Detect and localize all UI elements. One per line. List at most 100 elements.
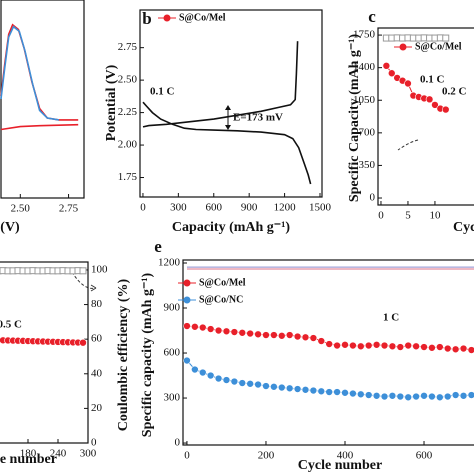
legend-label: S@Co/Mel: [199, 277, 246, 288]
point: [420, 343, 428, 351]
point: [191, 365, 199, 374]
point: [214, 326, 223, 335]
point: [262, 331, 270, 339]
y-tick-label: 2.50: [118, 74, 138, 86]
legend-label: S@Co/NC: [199, 294, 243, 305]
annotation: 0.2 C: [442, 86, 467, 98]
y2-tick-label: 60: [91, 333, 103, 345]
y-tick-label: 1050: [353, 94, 376, 106]
point: [333, 388, 341, 396]
point: [404, 341, 413, 350]
series-line: [0, 25, 60, 121]
y2-tick-label: 0: [91, 437, 97, 449]
point: [442, 34, 450, 42]
x-tick-label: 300: [170, 202, 187, 214]
point: [443, 392, 452, 401]
point: [285, 384, 294, 393]
x-tick-label: 300: [80, 448, 97, 460]
x-tick-label: 400: [337, 450, 354, 462]
x-tick-label: 0: [378, 210, 384, 222]
annotation: 0.1 C: [420, 74, 445, 86]
point: [325, 388, 333, 396]
legend-marker: [183, 279, 191, 287]
point: [230, 377, 239, 386]
series-line: [0, 123, 79, 131]
point: [206, 325, 215, 333]
point: [380, 392, 389, 401]
x-axis-label: Cycle number: [0, 452, 57, 467]
point: [396, 392, 405, 401]
y-axis-label: Specific capacity (mAh g⁻¹): [140, 272, 155, 437]
y-tick-label: 350: [359, 159, 376, 171]
legend-label: S@Co/Mel: [179, 12, 226, 23]
point: [333, 341, 341, 350]
y-tick-label: 1.75: [118, 171, 138, 183]
point: [412, 342, 420, 351]
y-tick-label: 0: [370, 192, 376, 204]
point: [382, 62, 391, 70]
point: [425, 95, 434, 104]
x-axis-label: (V): [0, 220, 20, 235]
e-arrowheads: [225, 105, 231, 130]
point: [441, 105, 450, 114]
series-line: [142, 101, 312, 185]
point: [420, 391, 428, 400]
point: [301, 333, 310, 342]
point: [222, 327, 231, 336]
x-tick-label: 240: [50, 448, 67, 460]
point: [309, 334, 318, 342]
point: [79, 267, 87, 275]
y-tick-label: 2.25: [118, 106, 138, 118]
annotation: 0.5 C: [0, 319, 22, 331]
legend-marker: [399, 43, 407, 51]
y-tick-label: 1200: [158, 257, 181, 269]
point: [293, 332, 302, 341]
legend-marker: [163, 14, 171, 22]
x-tick-label: 0: [184, 450, 190, 462]
x-tick-label: 10: [429, 210, 441, 222]
y2-tick-label: 20: [91, 402, 103, 414]
x-tick-label: 900: [241, 202, 258, 214]
point: [341, 388, 349, 397]
point: [317, 337, 326, 345]
plot-frame: [0, 0, 85, 199]
x-tick-label: 2.75: [59, 203, 79, 215]
x-tick-label: 180: [20, 448, 37, 460]
point: [388, 391, 397, 400]
y-tick-label: 2.75: [118, 41, 138, 53]
y2-tick-label: 40: [91, 367, 103, 379]
y-tick-label: 600: [164, 347, 181, 359]
x-tick-label: 1500: [309, 202, 332, 214]
y-tick-label: 900: [164, 302, 181, 314]
panel-label: e: [154, 237, 162, 256]
y-tick-label: 1750: [353, 29, 376, 41]
point: [404, 79, 412, 88]
point: [277, 331, 286, 340]
panel-label: b: [142, 9, 151, 28]
point: [301, 385, 310, 394]
point: [396, 343, 405, 351]
point: [387, 69, 396, 78]
point: [380, 341, 389, 350]
point: [277, 383, 286, 392]
y-tick-label: 700: [359, 126, 376, 138]
y2-axis-label: Coulombic efficiency (%): [116, 278, 131, 431]
x-tick-label: 200: [258, 450, 275, 462]
point: [230, 328, 239, 336]
x-tick-label: 0: [140, 202, 146, 214]
point: [183, 356, 191, 365]
point: [246, 379, 254, 388]
point: [372, 340, 381, 349]
annotation: E=173 mV: [233, 112, 283, 124]
y-tick-label: 300: [164, 392, 181, 404]
x-axis-label: Cycle number: [298, 458, 382, 473]
y-tick-label: 1400: [353, 61, 376, 73]
series-line: [142, 41, 299, 128]
series-line: [0, 23, 79, 121]
point: [341, 340, 349, 349]
legend-label: S@Co/Mel: [415, 41, 462, 52]
point: [459, 344, 468, 353]
point: [404, 393, 413, 402]
x-tick-label: 600: [206, 202, 223, 214]
